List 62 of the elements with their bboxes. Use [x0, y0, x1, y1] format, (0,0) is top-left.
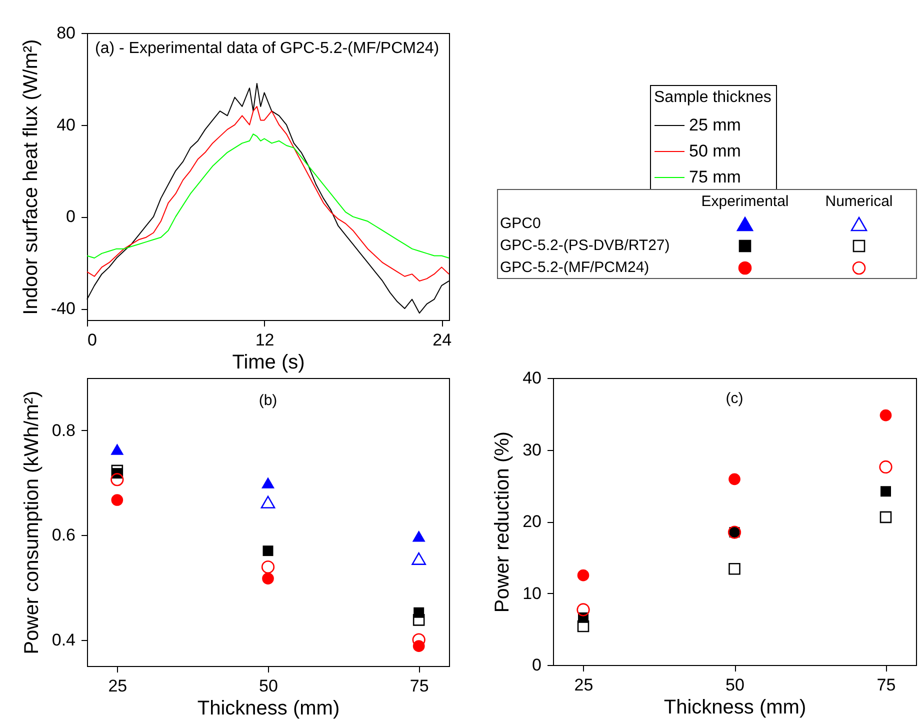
y-tick-label: 80 — [56, 24, 76, 42]
legend-label: 50 mm — [689, 142, 741, 160]
y-axis-title: Power reduction (%) — [492, 431, 514, 613]
line-series — [86, 134, 450, 259]
x-tick-label: 24 — [432, 330, 452, 350]
point — [577, 620, 590, 632]
point — [111, 464, 124, 477]
point — [880, 409, 892, 422]
y-tick-label: 40 — [56, 115, 76, 134]
x-axis-title: Thickness (mm) — [197, 698, 340, 720]
y-tick-label: -40 — [50, 299, 76, 318]
point — [412, 614, 425, 626]
legend-label: 25 mm — [689, 116, 741, 134]
text: GPC-5.2-(PS-DVB/RT27) — [499, 236, 671, 256]
text: GPC-5.2-(MF/PCM24) — [499, 258, 650, 278]
y-tick-label: 0 — [66, 207, 76, 226]
point — [728, 473, 740, 486]
point — [261, 477, 275, 488]
point — [576, 603, 590, 616]
legend-label: 75 mm — [689, 168, 741, 186]
y-axis-title: Indoor surface heat flux (W/m²) — [20, 39, 42, 315]
x-tick-label: 75 — [876, 676, 896, 694]
point — [110, 444, 124, 455]
x-tick-label: 50 — [259, 676, 278, 696]
annotation: (b) — [258, 392, 278, 409]
point — [261, 560, 275, 574]
x-axis-title: Thickness (mm) — [664, 696, 806, 718]
y-tick-label: 0.8 — [52, 420, 76, 440]
legend-title: Sample thicknes — [654, 89, 772, 106]
point — [110, 473, 124, 486]
y-tick-label: 40 — [522, 368, 542, 388]
text: GPC0 — [499, 214, 542, 234]
annotation: (c) — [726, 390, 744, 407]
point — [879, 460, 892, 474]
line-series — [86, 106, 450, 282]
point — [260, 496, 276, 508]
y-tick-label: 20 — [522, 512, 542, 531]
x-tick-label: 12 — [255, 330, 274, 350]
point — [412, 552, 426, 565]
point — [262, 572, 274, 584]
y-tick-label: 10 — [522, 584, 542, 603]
point — [111, 494, 124, 506]
point — [880, 486, 891, 497]
y-axis-title: Power consumption (kWh/m²) — [20, 390, 43, 654]
point — [880, 511, 892, 524]
point — [262, 546, 274, 556]
y-tick-label: 0.6 — [52, 526, 76, 545]
x-tick-label: 0 — [88, 330, 97, 350]
x-tick-label: 50 — [726, 676, 744, 694]
text: Experimental — [700, 192, 790, 212]
point — [412, 530, 426, 542]
y-tick-label: 30 — [522, 440, 542, 460]
text: Numerical — [824, 192, 894, 212]
y-tick-label: 0.4 — [52, 630, 76, 650]
y-tick-label: 0 — [532, 656, 542, 674]
annotation: (a) - Experimental data of GPC-5.2-(MF/PCM24) — [95, 40, 440, 57]
point — [728, 562, 740, 575]
x-tick-label: 25 — [108, 676, 128, 696]
x-tick-label: 75 — [410, 676, 429, 696]
x-tick-label: 25 — [574, 676, 594, 694]
point — [577, 569, 590, 582]
x-axis-title: Time (s) — [232, 352, 305, 374]
